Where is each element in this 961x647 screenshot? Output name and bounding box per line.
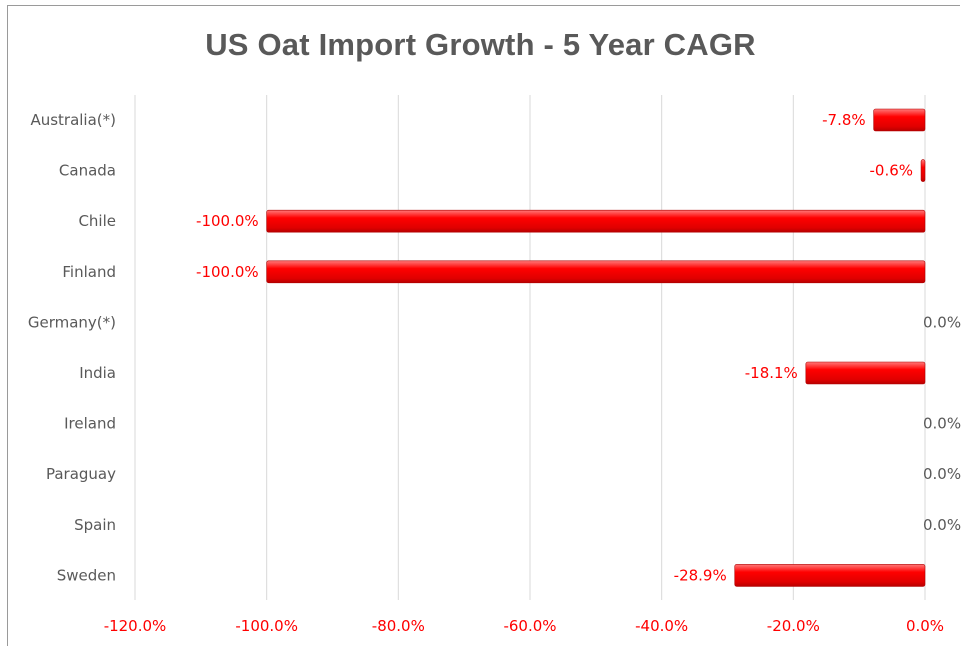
data-label: -100.0% (196, 263, 259, 281)
data-label: 0.0% (923, 313, 961, 331)
x-tick-label: 0.0% (906, 617, 944, 635)
data-label: 0.0% (923, 516, 961, 534)
x-tick-label: -100.0% (235, 617, 298, 635)
data-label: 0.0% (923, 465, 961, 483)
x-tick-label: -80.0% (372, 617, 425, 635)
category-axis: Australia(*) Canada Chile Finland Germany(*)… (28, 111, 116, 584)
category-label: India (79, 364, 116, 382)
data-label: -28.9% (674, 566, 727, 584)
bar (873, 108, 926, 132)
category-label: Finland (62, 263, 116, 281)
bars (266, 108, 926, 587)
data-labels: -7.8% -0.6% -100.0% -100.0% 0.0% -18.1% 0.0% 0.… (196, 111, 961, 584)
x-tick-label: -20.0% (767, 617, 820, 635)
value-axis: -120.0% -100.0% -80.0% -60.0% -40.0% -20.0% 0.… (104, 617, 944, 635)
category-label: Chile (78, 212, 116, 230)
bar (734, 564, 926, 587)
category-label: Spain (74, 516, 116, 534)
category-label: Canada (59, 162, 116, 180)
data-label: -100.0% (196, 212, 259, 230)
x-tick-label: -40.0% (635, 617, 688, 635)
category-label: Sweden (57, 566, 116, 584)
category-label: Australia(*) (30, 111, 116, 129)
x-tick-label: -120.0% (104, 617, 167, 635)
data-label: -18.1% (745, 364, 798, 382)
chart-frame (7, 5, 960, 646)
chart-title: US Oat Import Growth - 5 Year CAGR (205, 27, 756, 62)
bar (266, 260, 926, 284)
gridlines (134, 95, 926, 600)
category-label: Germany(*) (28, 313, 116, 331)
bar (805, 361, 926, 385)
bar (266, 209, 926, 233)
data-label: 0.0% (923, 415, 961, 433)
category-label: Paraguay (46, 465, 116, 483)
bar (920, 159, 926, 182)
data-label: -7.8% (822, 111, 866, 129)
category-label: Ireland (64, 415, 116, 433)
x-tick-label: -60.0% (503, 617, 556, 635)
data-label: -0.6% (870, 162, 914, 180)
